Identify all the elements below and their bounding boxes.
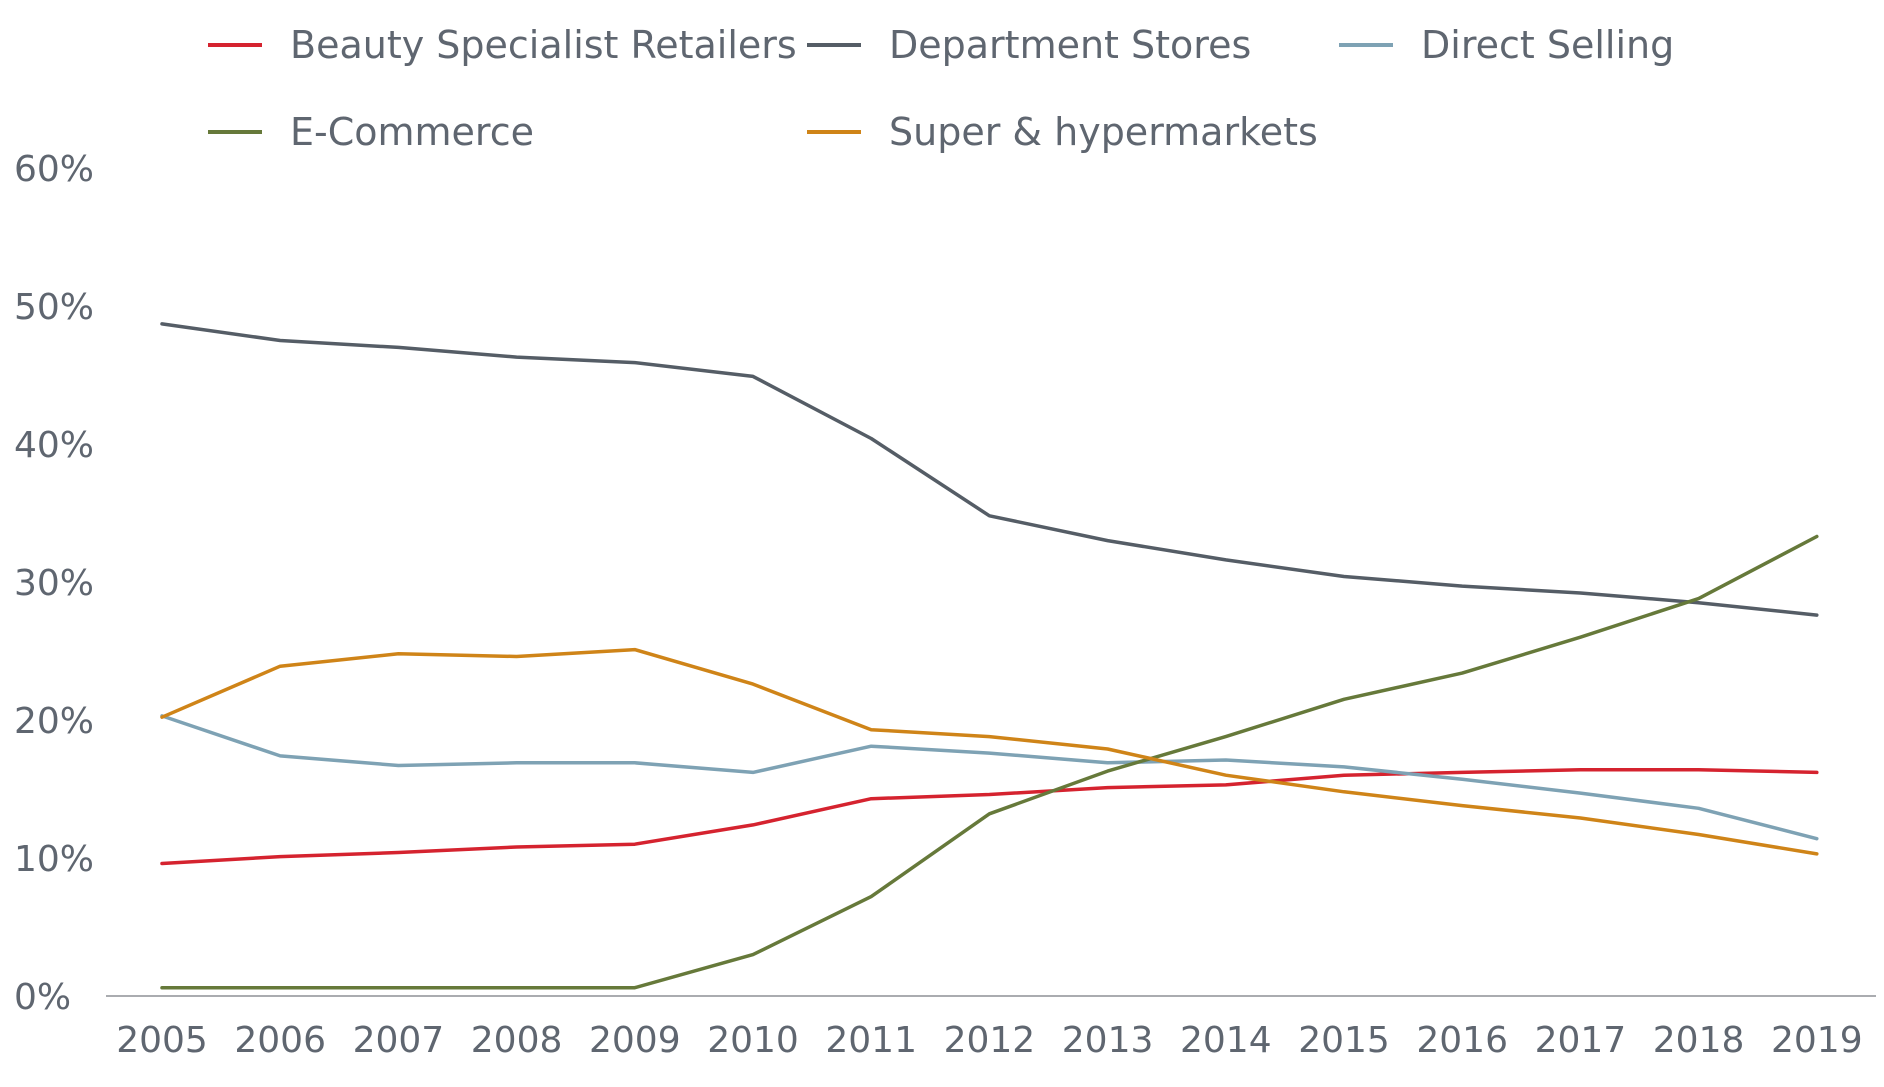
x-tick-label: 2014 [1180,1020,1272,1061]
y-tick-label: 40% [14,425,94,466]
x-tick-label: 2009 [589,1020,681,1061]
y-tick-label: 50% [14,287,94,328]
x-tick-label: 2018 [1653,1020,1745,1061]
series-line-department-stores [160,322,1819,617]
legend-item-department-stores: Department Stores [807,23,1251,67]
y-tick-label: 20% [14,701,94,742]
x-tick-label: 2013 [1062,1020,1154,1061]
legend-label: Beauty Specialist Retailers [290,23,797,67]
legend-label: E-Commerce [290,110,534,154]
y-tick-label: 60% [14,149,94,190]
series-line-beauty-specialist-retailers [160,767,1819,866]
series-line-direct-selling [160,714,1819,841]
legend-item-direct-selling: Direct Selling [1339,23,1674,67]
x-tick-label: 2006 [234,1020,326,1061]
x-tick-label: 2011 [825,1020,917,1061]
y-tick-label: 30% [14,563,94,604]
x-tick-label: 2007 [353,1020,445,1061]
x-tick-label: 2017 [1535,1020,1627,1061]
legend-item-beauty-specialist-retailers: Beauty Specialist Retailers [208,23,797,67]
series-lines [160,322,1819,990]
x-tick-label: 2016 [1416,1020,1508,1061]
x-tick-label: 2019 [1771,1020,1863,1061]
legend-item-e-commerce: E-Commerce [208,110,534,154]
x-tick-label: 2010 [707,1020,799,1061]
y-tick-label: 0% [14,977,71,1018]
legend: Beauty Specialist Retailers Department St… [208,23,1674,154]
legend-item-super-and-hypermarkets: Super & hypermarkets [807,110,1318,154]
x-tick-label: 2015 [1298,1020,1390,1061]
x-tick-label: 2012 [944,1020,1036,1061]
axes: 0% 10% 20% 30% 40% 50% 60% 2005 2006 2007 2008 2009… [14,149,1876,1061]
legend-label: Department Stores [889,23,1251,67]
legend-label: Super & hypermarkets [889,110,1318,154]
y-tick-label: 10% [14,839,94,880]
x-tick-label: 2008 [471,1020,563,1061]
series-line-super-and-hypermarkets [160,647,1819,856]
series-line-e-commerce [160,534,1819,990]
legend-label: Direct Selling [1421,23,1674,67]
x-tick-label: 2005 [116,1020,208,1061]
